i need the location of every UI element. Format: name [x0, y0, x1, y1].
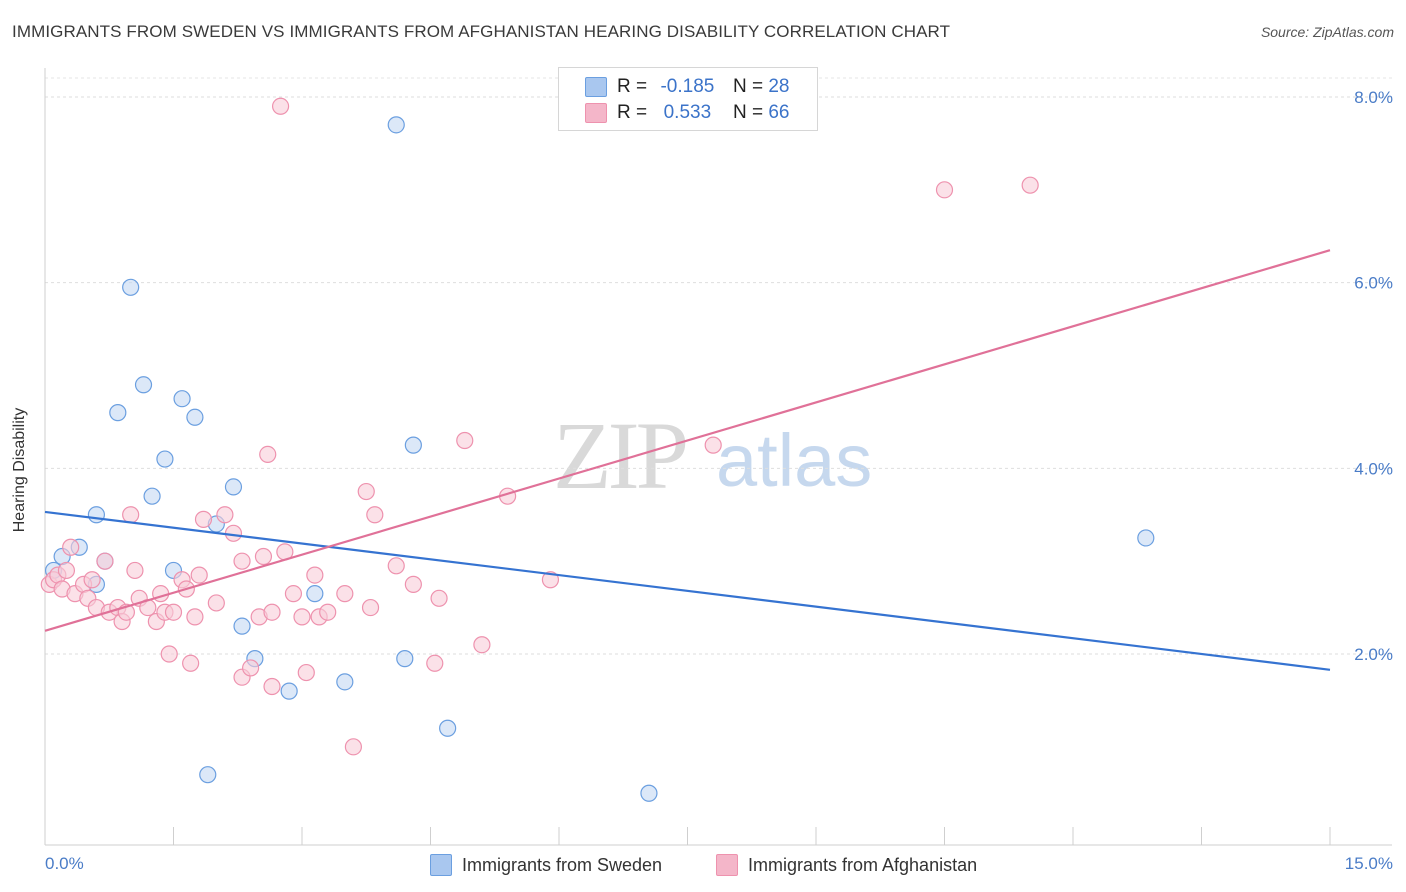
sweden-point	[387, 116, 405, 134]
sweden-point	[109, 404, 127, 422]
afghanistan-point	[194, 510, 213, 528]
sweden-point	[306, 585, 324, 603]
legend-row-sweden: R = -0.185 N = 28	[585, 75, 789, 99]
watermark-zip: ZIP	[553, 402, 689, 509]
afghanistan-point	[57, 561, 76, 580]
afghanistan-point	[259, 445, 277, 464]
afghanistan-point	[182, 654, 200, 672]
afghanistan-point	[1021, 176, 1039, 194]
afghanistan-point	[293, 608, 311, 626]
afghanistan-point	[186, 608, 204, 626]
afghanistan-point	[366, 506, 384, 524]
r-label: R =	[617, 102, 648, 123]
y-tick-label: 8.0%	[1354, 88, 1393, 107]
sweden-trendline	[44, 510, 1331, 671]
chart-title: IMMIGRANTS FROM SWEDEN VS IMMIGRANTS FRO…	[12, 22, 951, 41]
sweden-point	[186, 408, 204, 426]
afghanistan-point	[297, 663, 315, 682]
afghanistan-point	[541, 571, 560, 589]
y-tick-label: 4.0%	[1354, 459, 1393, 478]
legend-row-afghanistan: R = 0.533 N = 66	[585, 101, 789, 125]
afghanistan-swatch	[585, 103, 607, 123]
sweden-point	[280, 682, 298, 700]
source-credit: Source: ZipAtlas.com	[1260, 24, 1394, 40]
afghanistan-point	[83, 571, 101, 589]
afghanistan-point	[242, 659, 260, 677]
afghanistan-point	[96, 552, 114, 570]
afghanistan-point	[263, 677, 281, 696]
afghanistan-point	[344, 738, 362, 756]
sweden-point	[143, 487, 161, 505]
afghanistan-point	[62, 538, 80, 556]
afghanistan-point	[361, 598, 380, 617]
r-value: -0.185	[660, 76, 715, 97]
x-tick-label: 0.0%	[45, 854, 84, 873]
afghanistan-point	[426, 654, 444, 672]
sweden-point	[122, 278, 140, 296]
afghanistan-point	[160, 645, 178, 663]
sweden-point	[336, 673, 354, 691]
afghanistan-point	[387, 557, 405, 575]
afghanistan-point	[404, 575, 422, 593]
afghanistan-point	[357, 482, 375, 501]
afghanistan-swatch	[716, 854, 738, 876]
afghanistan-point	[704, 436, 722, 454]
sweden-point	[396, 650, 414, 668]
afghanistan-point	[473, 636, 491, 654]
afghanistan-point	[456, 431, 474, 450]
sweden-point	[199, 766, 217, 784]
afghanistan-trendline	[44, 249, 1331, 632]
sweden-point	[156, 450, 174, 468]
afghanistan-point	[306, 566, 324, 584]
x-tick-label: 15.0%	[1345, 854, 1393, 873]
legend-label-sweden: Immigrants from Sweden	[462, 854, 663, 875]
sweden-point	[87, 506, 106, 524]
sweden-point	[404, 436, 422, 454]
afghanistan-point	[122, 506, 140, 524]
legend-item-afghanistan: Immigrants from Afghanistan	[716, 852, 977, 878]
afghanistan-point	[271, 97, 290, 115]
legend-item-sweden: Immigrants from Sweden	[430, 852, 662, 878]
afghanistan-point	[319, 603, 337, 621]
n-label: N =	[732, 102, 764, 123]
sweden-point	[134, 376, 153, 394]
sweden-point	[1137, 529, 1155, 547]
sweden-point	[640, 784, 658, 802]
correlation-legend: R = -0.185 N = 28 R = 0.533 N = 66	[558, 67, 818, 131]
sweden-point	[173, 390, 191, 408]
afghanistan-point	[284, 585, 303, 603]
afghanistan-point	[430, 589, 448, 607]
afghanistan-point	[336, 585, 354, 603]
afghanistan-point	[254, 547, 273, 566]
afghanistan-point	[190, 566, 208, 584]
y-tick-label: 2.0%	[1354, 645, 1393, 664]
afghanistan-point	[126, 561, 144, 580]
afghanistan-point	[935, 181, 954, 199]
sweden-point	[224, 478, 243, 496]
afghanistan-point	[263, 603, 281, 621]
afghanistan-point	[207, 594, 225, 612]
sweden-swatch	[585, 77, 607, 97]
r-label: R =	[617, 76, 648, 97]
sweden-point	[233, 617, 251, 635]
y-tick-label: 6.0%	[1354, 274, 1393, 293]
afghanistan-point	[164, 603, 183, 621]
r-value: 0.533	[663, 102, 712, 123]
watermark-atlas: atlas	[716, 419, 873, 502]
afghanistan-point	[216, 506, 234, 524]
sweden-swatch	[430, 854, 452, 876]
n-label: N =	[732, 76, 764, 97]
afghanistan-point	[233, 552, 251, 570]
legend-label-afghanistan: Immigrants from Afghanistan	[748, 854, 978, 875]
n-value: 66	[768, 102, 790, 123]
n-value: 28	[768, 76, 790, 97]
sweden-point	[439, 719, 457, 737]
